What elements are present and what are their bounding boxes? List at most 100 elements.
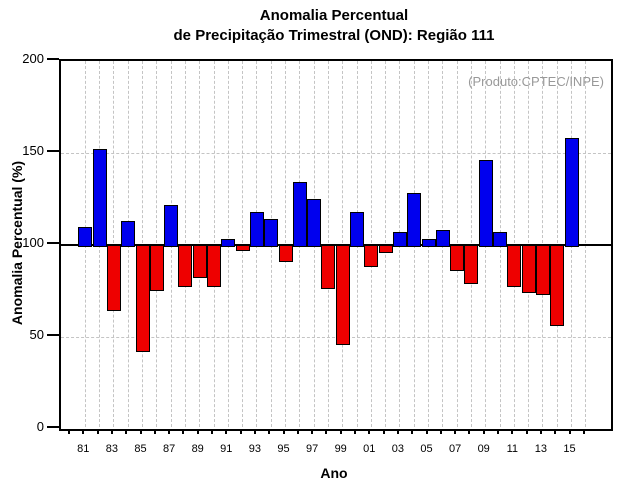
x-tick-2002 bbox=[382, 429, 385, 434]
bar-2014 bbox=[550, 245, 565, 327]
bar-2005 bbox=[421, 239, 436, 247]
bar-2000 bbox=[350, 211, 364, 247]
x-tick-label-2009: 09 bbox=[477, 443, 490, 455]
x-tick-2004 bbox=[411, 429, 414, 434]
x-tick-1984 bbox=[125, 429, 128, 434]
x-tick-2010 bbox=[497, 429, 499, 434]
bar-2007 bbox=[450, 245, 465, 271]
x-tick-2014 bbox=[554, 429, 557, 434]
y-tick-label-200: 200 bbox=[22, 51, 44, 66]
chart-title-line2: de Precipitação Trimestral (OND): Região… bbox=[173, 27, 495, 44]
bar-1987 bbox=[164, 204, 179, 247]
product-annotation: (Produto:CPTEC/INPE) bbox=[468, 74, 604, 89]
plot-area: (Produto:CPTEC/INPE) bbox=[59, 59, 613, 431]
bar-1982 bbox=[92, 149, 107, 247]
x-tick-2009 bbox=[482, 429, 485, 434]
x-tick-label-1995: 95 bbox=[277, 443, 290, 455]
x-tick-1994 bbox=[268, 429, 271, 434]
bar-2009 bbox=[478, 160, 493, 247]
x-tick-1993 bbox=[253, 429, 256, 434]
x-tick-label-1989: 89 bbox=[191, 443, 204, 455]
horizontal-gridline-150 bbox=[61, 152, 611, 154]
bar-2006 bbox=[435, 230, 450, 247]
y-tick-label-100: 100 bbox=[22, 235, 44, 250]
x-tick-label-2015: 15 bbox=[563, 443, 576, 455]
bar-1988 bbox=[178, 245, 193, 288]
x-tick-label-2003: 03 bbox=[391, 443, 405, 455]
bar-1994 bbox=[264, 219, 279, 247]
x-tick-2006 bbox=[439, 429, 442, 434]
x-tick-label-2011: 11 bbox=[506, 443, 518, 455]
x-tick-1991 bbox=[225, 429, 228, 434]
x-tick-2012 bbox=[525, 429, 528, 434]
x-tick-1988 bbox=[182, 429, 185, 434]
x-tick-2003 bbox=[396, 429, 399, 434]
x-tick-2007 bbox=[454, 429, 457, 434]
x-tick-1992 bbox=[239, 429, 242, 434]
x-tick-2001 bbox=[368, 429, 371, 434]
x-tick-1980 bbox=[68, 429, 70, 434]
x-tick-label-1987: 87 bbox=[162, 443, 176, 455]
bar-1996 bbox=[292, 182, 307, 247]
y-tick-0 bbox=[47, 426, 59, 428]
x-tick-2008 bbox=[468, 429, 471, 434]
bar-1990 bbox=[207, 245, 221, 288]
bar-1986 bbox=[149, 245, 164, 292]
bar-1983 bbox=[106, 245, 121, 312]
bar-2010 bbox=[493, 232, 507, 247]
x-tick-1989 bbox=[196, 429, 199, 434]
x-tick-1996 bbox=[296, 429, 299, 434]
x-tick-1986 bbox=[153, 429, 156, 434]
x-tick-1999 bbox=[339, 429, 342, 434]
x-tick-label-2001: 01 bbox=[363, 443, 376, 455]
x-tick-1998 bbox=[325, 429, 328, 434]
x-tick-label-1997: 97 bbox=[305, 443, 319, 455]
x-tick-2011 bbox=[511, 429, 514, 434]
x-tick-label-2005: 05 bbox=[420, 443, 433, 455]
bar-1992 bbox=[235, 245, 250, 251]
y-tick-150 bbox=[47, 150, 59, 152]
x-tick-label-2013: 13 bbox=[534, 443, 548, 455]
x-tick-1983 bbox=[110, 429, 113, 434]
x-tick-2000 bbox=[354, 429, 356, 434]
x-tick-label-2007: 07 bbox=[448, 443, 462, 455]
y-tick-label-50: 50 bbox=[29, 327, 44, 342]
bar-1993 bbox=[249, 211, 264, 247]
y-tick-100 bbox=[47, 242, 59, 244]
y-tick-label-0: 0 bbox=[36, 419, 44, 434]
chart-title-line1: Anomalia Percentual bbox=[259, 7, 409, 24]
x-tick-1990 bbox=[211, 429, 213, 434]
bar-1984 bbox=[121, 221, 136, 247]
bar-2011 bbox=[507, 245, 522, 288]
x-tick-label-1991: 91 bbox=[220, 443, 233, 455]
x-axis-title: Ano bbox=[320, 465, 348, 481]
x-tick-label-1999: 99 bbox=[334, 443, 347, 455]
bar-1997 bbox=[307, 199, 322, 247]
bar-1995 bbox=[278, 245, 293, 262]
y-tick-label-150: 150 bbox=[22, 143, 44, 158]
x-tick-1997 bbox=[311, 429, 314, 434]
bar-1999 bbox=[335, 245, 350, 345]
bar-2008 bbox=[464, 245, 479, 284]
x-tick-label-1983: 83 bbox=[105, 443, 119, 455]
bar-1989 bbox=[192, 245, 207, 279]
bar-1991 bbox=[221, 239, 236, 247]
bar-2002 bbox=[378, 245, 393, 253]
x-tick-2013 bbox=[539, 429, 542, 434]
bar-2015 bbox=[564, 138, 579, 247]
x-tick-label-1981: 81 bbox=[77, 443, 90, 455]
bar-2001 bbox=[364, 245, 379, 268]
x-tick-2016 bbox=[582, 429, 585, 434]
x-tick-1995 bbox=[282, 429, 285, 434]
y-tick-50 bbox=[47, 334, 59, 336]
x-tick-1987 bbox=[168, 429, 171, 434]
bar-1985 bbox=[135, 245, 150, 352]
bar-2003 bbox=[392, 232, 407, 247]
x-tick-1981 bbox=[82, 429, 85, 434]
y-tick-200 bbox=[47, 58, 59, 60]
x-tick-1982 bbox=[96, 429, 99, 434]
bar-2012 bbox=[521, 245, 536, 293]
chart-title: Anomalia Percentual de Precipitação Trim… bbox=[59, 6, 609, 46]
x-tick-label-1993: 93 bbox=[248, 443, 262, 455]
